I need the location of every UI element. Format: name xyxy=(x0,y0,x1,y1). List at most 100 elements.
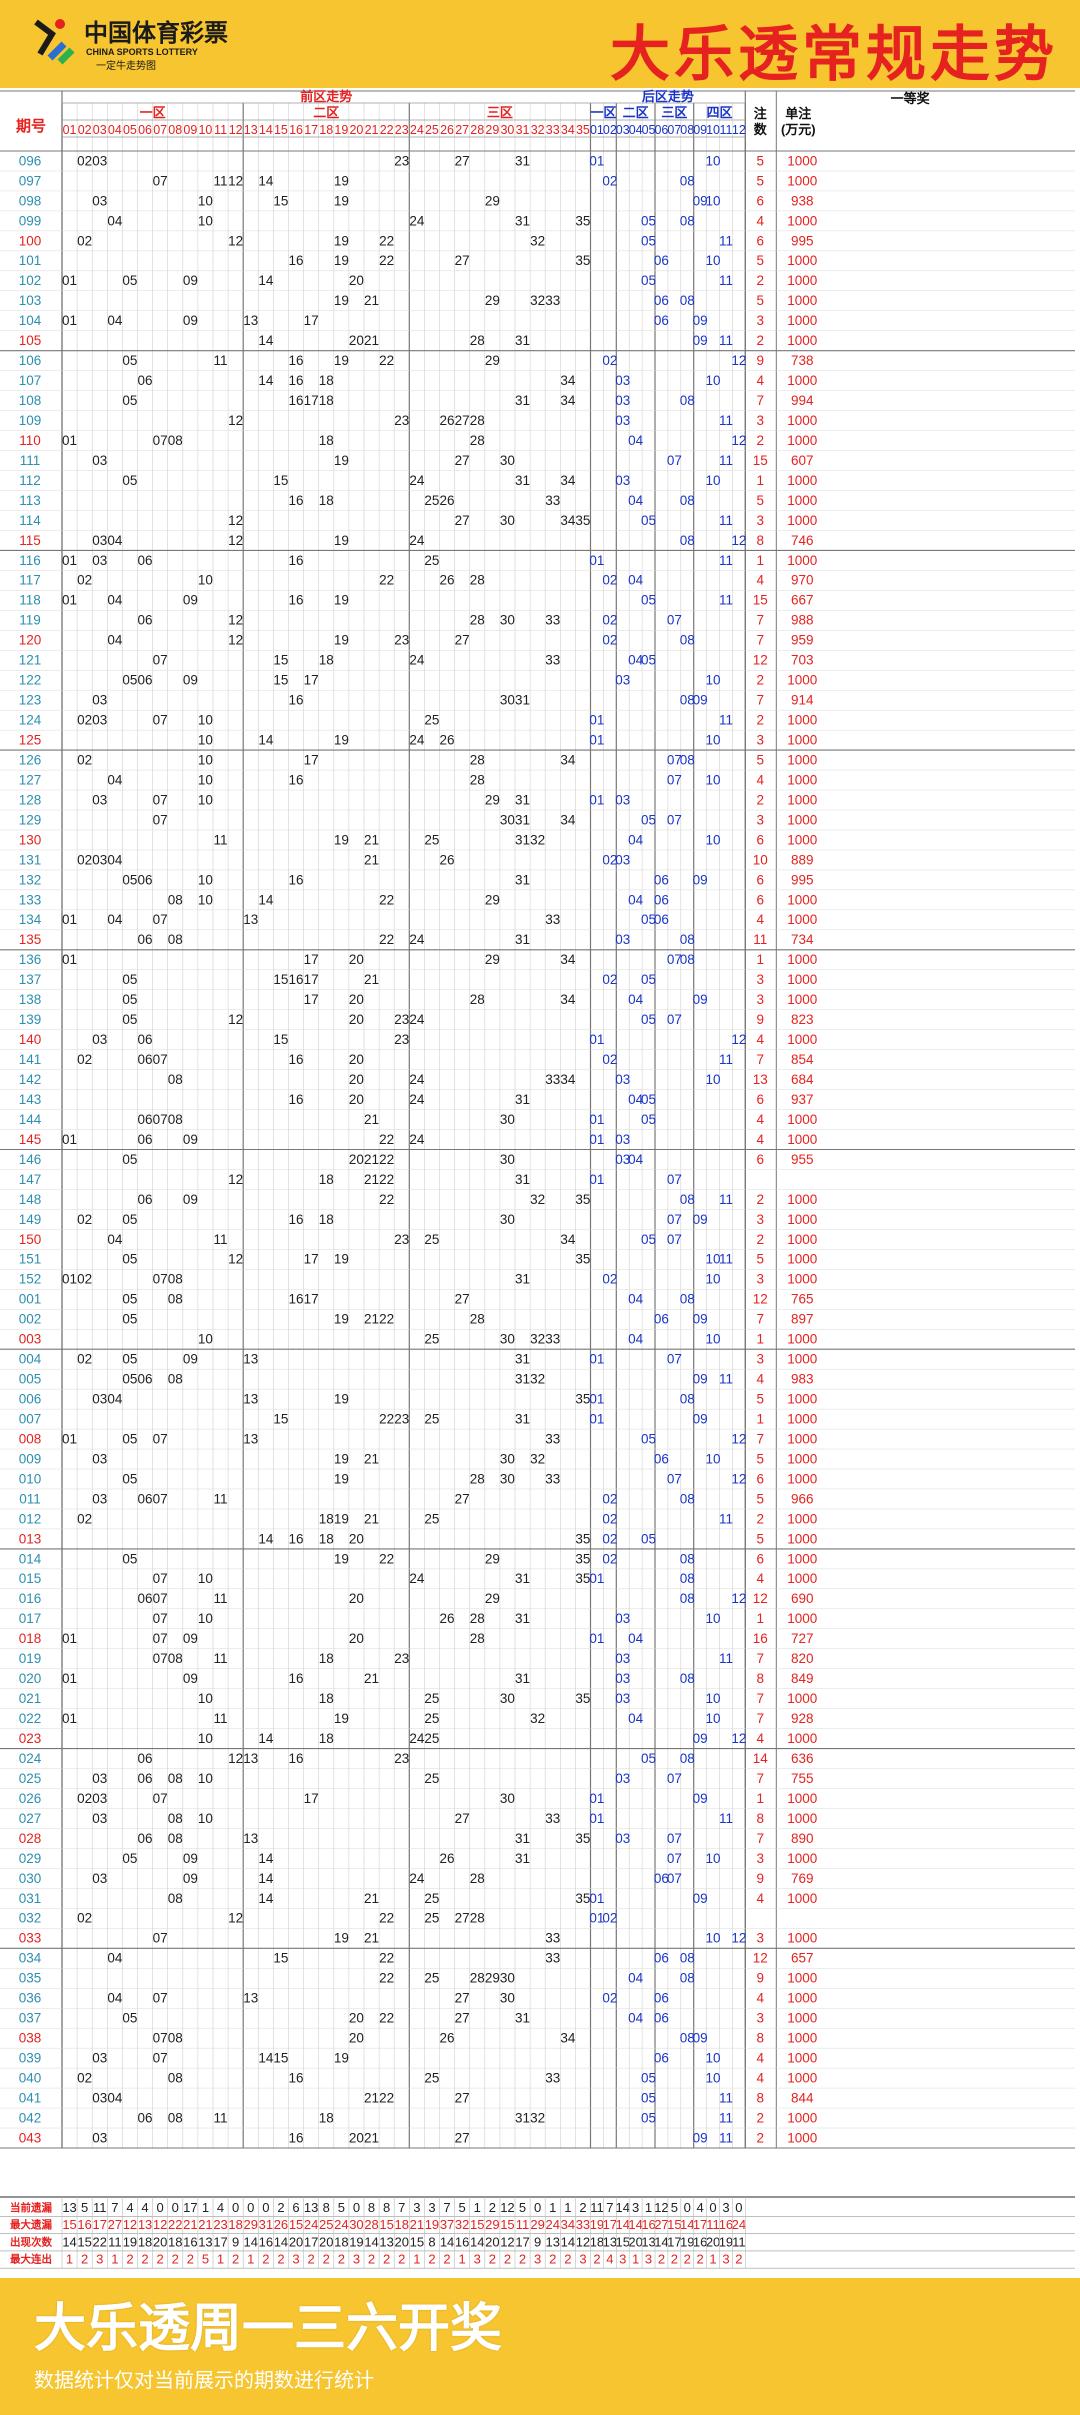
front-ball: 19 xyxy=(334,733,349,748)
front-number-header: 30 xyxy=(500,123,514,137)
stats-value: 14 xyxy=(628,2217,642,2232)
back-ball: 08 xyxy=(680,693,695,708)
front-number-header: 33 xyxy=(546,123,560,137)
back-ball: 08 xyxy=(680,1591,695,1606)
front-ball: 03 xyxy=(92,2130,107,2145)
stats-value: 27 xyxy=(108,2217,122,2232)
stats-value: 29 xyxy=(530,2217,544,2232)
front-ball: 27 xyxy=(455,2011,470,2026)
front-ball: 25 xyxy=(424,1971,439,1986)
front-ball: 19 xyxy=(334,1471,349,1486)
prize-header: 一等奖 xyxy=(891,91,931,106)
front-ball: 09 xyxy=(183,593,198,608)
back-ball: 06 xyxy=(654,313,669,328)
front-ball: 25 xyxy=(424,1691,439,1706)
front-ball: 21 xyxy=(364,1312,379,1327)
stats-value: 3 xyxy=(619,2252,626,2267)
front-ball: 24 xyxy=(409,1072,425,1087)
front-ball: 05 xyxy=(122,1372,137,1387)
front-ball: 31 xyxy=(515,1571,530,1586)
back-ball: 08 xyxy=(680,932,695,947)
front-ball: 35 xyxy=(575,1571,590,1586)
issue-number: 006 xyxy=(19,1392,42,1407)
stats-value: 11 xyxy=(108,2234,122,2249)
stats-value: 12 xyxy=(153,2217,167,2232)
front-ball: 03 xyxy=(92,153,107,168)
front-ball: 19 xyxy=(334,633,349,648)
front-ball: 10 xyxy=(198,1771,213,1786)
front-ball: 27 xyxy=(455,413,470,428)
prize-amount: 1000 xyxy=(787,1791,817,1806)
prize-amount: 1000 xyxy=(787,513,817,528)
stats-value: 29 xyxy=(244,2217,258,2232)
prize-amount: 1000 xyxy=(787,1731,817,1746)
front-ball: 01 xyxy=(62,1272,77,1287)
back-ball: 07 xyxy=(667,1352,682,1367)
front-ball: 10 xyxy=(198,1691,213,1706)
prize-amount: 1000 xyxy=(787,1471,817,1486)
front-ball: 25 xyxy=(424,832,439,847)
front-ball: 06 xyxy=(138,872,153,887)
back-ball: 08 xyxy=(680,633,695,648)
stats-value: 2 xyxy=(277,2200,284,2215)
front-ball: 04 xyxy=(107,313,123,328)
back-ball: 11 xyxy=(719,2090,733,2105)
back-ball: 07 xyxy=(667,812,682,827)
front-ball: 13 xyxy=(243,1392,258,1407)
stats-value: 1 xyxy=(247,2252,254,2267)
issue-number: 141 xyxy=(19,1052,42,1067)
stats-value: 19 xyxy=(590,2217,604,2232)
issue-number: 020 xyxy=(19,1671,42,1686)
front-ball: 08 xyxy=(168,1112,183,1127)
prize-amount: 636 xyxy=(791,1751,814,1766)
winner-count: 8 xyxy=(757,533,765,548)
stats-value: 1 xyxy=(564,2200,571,2215)
prize-amount: 1000 xyxy=(787,433,817,448)
stats-value: 0 xyxy=(157,2200,164,2215)
stats-value: 18 xyxy=(138,2234,152,2249)
back-ball: 06 xyxy=(654,872,669,887)
stats-value: 5 xyxy=(338,2200,345,2215)
winner-count: 7 xyxy=(757,1771,765,1786)
front-ball: 05 xyxy=(122,673,137,688)
front-ball: 27 xyxy=(455,253,470,268)
front-ball: 03 xyxy=(92,713,107,728)
back-ball: 05 xyxy=(641,1751,656,1766)
front-ball: 22 xyxy=(379,2011,394,2026)
issue-number: 026 xyxy=(19,1791,42,1806)
prize-amount: 938 xyxy=(791,193,814,208)
front-ball: 14 xyxy=(258,1851,274,1866)
stats-value: 2 xyxy=(443,2252,450,2267)
front-ball: 34 xyxy=(560,1072,576,1087)
front-ball: 34 xyxy=(560,952,576,967)
back-ball: 03 xyxy=(615,852,630,867)
front-ball: 03 xyxy=(92,1451,107,1466)
stats-value: 2 xyxy=(172,2252,179,2267)
front-ball: 09 xyxy=(183,1132,198,1147)
prize-amount: 1000 xyxy=(787,1551,817,1566)
back-ball: 04 xyxy=(628,1092,644,1107)
back-ball: 10 xyxy=(706,253,721,268)
stats-value: 20 xyxy=(395,2234,409,2249)
stats-value: 14 xyxy=(616,2217,630,2232)
back-ball: 11 xyxy=(719,273,733,288)
front-ball: 33 xyxy=(545,1951,560,1966)
front-ball: 02 xyxy=(77,1272,92,1287)
back-ball: 04 xyxy=(628,1711,644,1726)
table-background xyxy=(0,91,1080,2269)
front-ball: 01 xyxy=(62,553,77,568)
front-ball: 13 xyxy=(243,1991,258,2006)
front-ball: 31 xyxy=(515,932,530,947)
stats-value: 3 xyxy=(722,2252,729,2267)
issue-number: 150 xyxy=(19,1232,42,1247)
stats-value: 15 xyxy=(77,2234,91,2249)
stats-value: 11 xyxy=(732,2234,746,2249)
winner-count: 7 xyxy=(757,1312,765,1327)
back-ball: 10 xyxy=(706,1611,721,1626)
winner-count: 2 xyxy=(757,2110,765,2125)
front-ball: 05 xyxy=(122,1431,137,1446)
stats-value: 12 xyxy=(654,2200,668,2215)
prize-amount: 914 xyxy=(791,693,814,708)
back-ball: 11 xyxy=(719,453,733,468)
back-ball: 10 xyxy=(706,153,721,168)
